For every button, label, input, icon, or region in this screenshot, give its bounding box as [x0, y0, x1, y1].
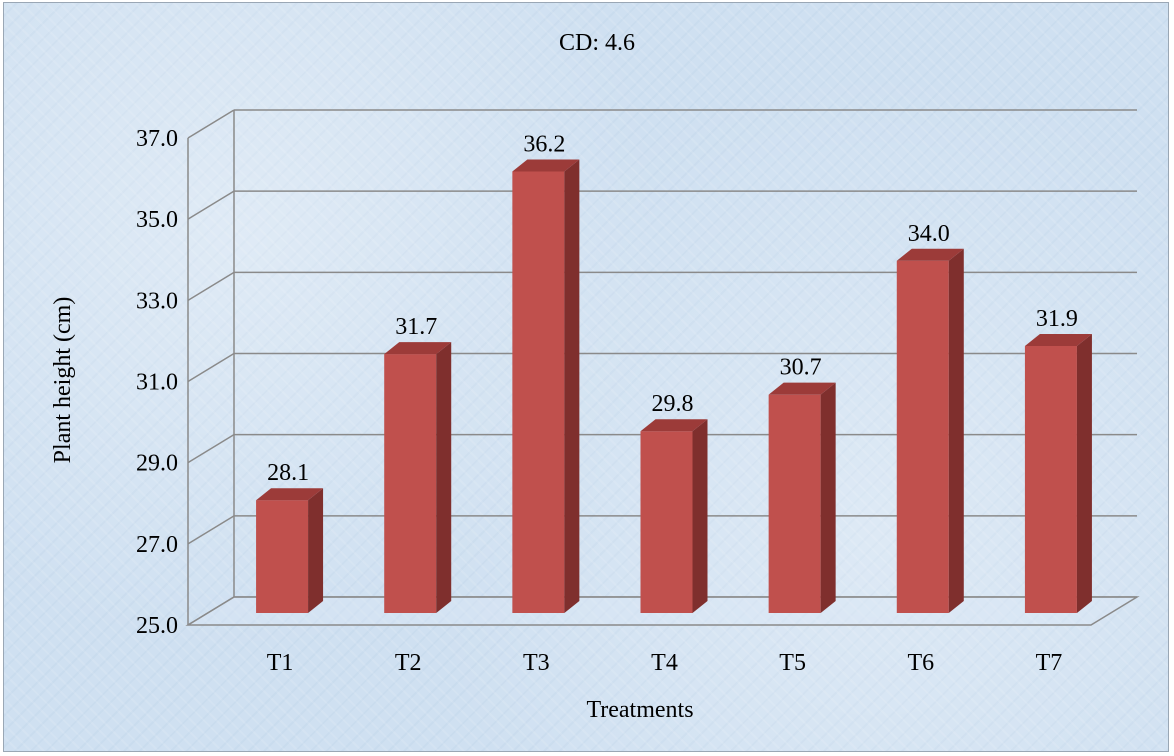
y-tick-label: 35.0	[136, 207, 178, 233]
gridline-depth	[187, 352, 235, 383]
data-label: 31.7	[395, 314, 437, 340]
y-axis-label: Plant height (cm)	[50, 297, 76, 464]
bar-top	[384, 342, 452, 355]
bar-side	[564, 159, 580, 613]
bar-side	[820, 382, 836, 613]
data-label: 31.9	[1036, 306, 1078, 332]
bar-front	[896, 260, 949, 613]
x-tick-label: T2	[395, 650, 422, 676]
bar-t5	[768, 382, 836, 613]
bar-front	[256, 500, 309, 613]
bar-top	[640, 419, 708, 432]
bar-side	[948, 248, 964, 613]
data-label: 30.7	[780, 355, 822, 381]
y-tick-label: 33.0	[136, 288, 178, 314]
labels-layer: 25.0 27.0 29.0 31.0 33.0 35.0 37.0 28.1 T1 31.7 T2…	[136, 126, 1078, 676]
x-tick-label: T5	[779, 650, 806, 676]
gridline-depth	[187, 434, 235, 464]
bar-side	[308, 488, 324, 613]
x-tick-label: T1	[267, 650, 294, 676]
bar-t7	[1024, 333, 1092, 613]
bar-t3	[512, 159, 580, 613]
bar-t4	[640, 419, 708, 613]
x-tick-label: T7	[1036, 650, 1063, 676]
y-tick-label: 29.0	[136, 451, 178, 477]
y-tick-label: 37.0	[136, 126, 178, 152]
bar-top	[896, 248, 964, 261]
bar-side	[436, 342, 452, 613]
bar-side	[692, 419, 708, 613]
x-tick-label: T6	[907, 650, 934, 676]
bar-t6	[896, 248, 964, 613]
x-tick-label: T3	[523, 650, 550, 676]
data-label: 34.0	[908, 221, 950, 247]
bar-top	[1024, 333, 1092, 346]
data-label: 28.1	[267, 460, 309, 486]
bar-front	[1024, 345, 1077, 613]
gridline-depth	[187, 515, 235, 545]
bars-layer	[256, 159, 1092, 613]
y-tick-label: 31.0	[136, 370, 178, 396]
bar-front	[512, 171, 565, 613]
bar-front	[640, 431, 693, 613]
chart-frame	[3, 2, 1169, 752]
bar-top	[512, 159, 580, 172]
gridline-depth	[187, 190, 235, 220]
y-tick-label: 25.0	[136, 613, 178, 639]
bar-t2	[384, 342, 452, 613]
gridline-depth	[187, 271, 235, 301]
chart-title: CD: 4.6	[559, 30, 635, 56]
bar-front	[384, 354, 437, 613]
x-axis-label: Treatments	[586, 697, 693, 723]
data-label: 29.8	[652, 391, 694, 417]
bar-front	[768, 394, 821, 613]
bar-side	[1076, 333, 1092, 613]
x-tick-label: T4	[651, 650, 678, 676]
bar-top	[256, 488, 324, 501]
y-tick-label: 27.0	[136, 532, 178, 558]
data-label: 36.2	[523, 131, 565, 157]
bar-t1	[256, 488, 324, 613]
gridline-depth	[187, 109, 235, 139]
bar-top	[768, 382, 836, 395]
